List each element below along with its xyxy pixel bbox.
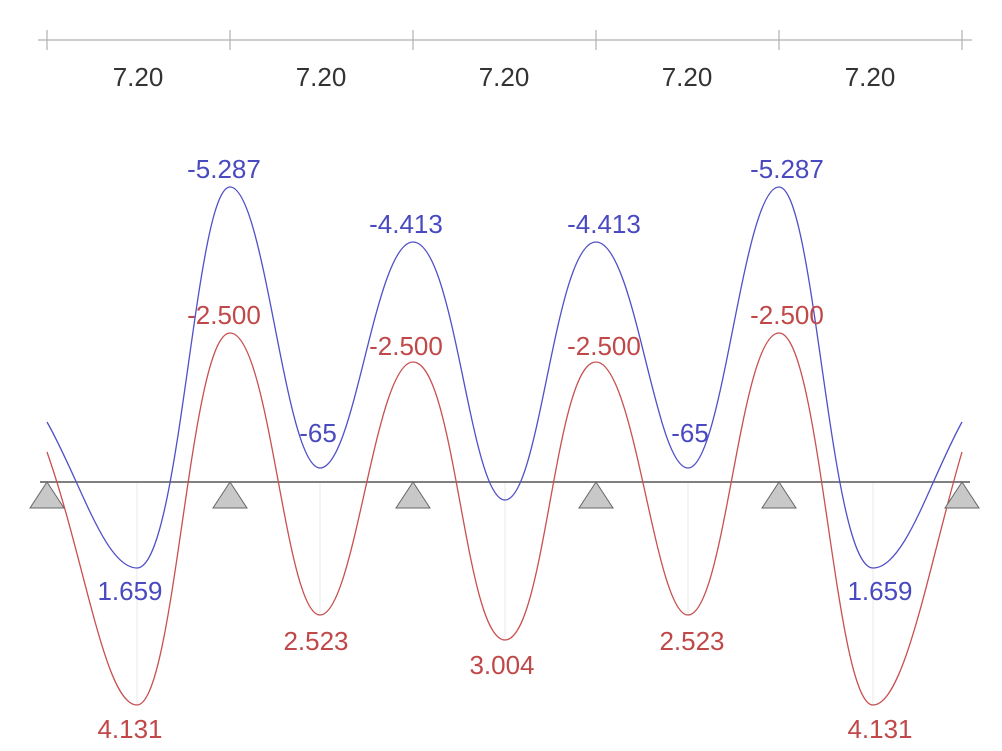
value-label-red: 4.131	[847, 714, 912, 744]
value-label-blue: -4.413	[369, 209, 443, 239]
value-label-red: 2.523	[283, 626, 348, 656]
gridlines	[46, 482, 874, 705]
value-label-red: -2.500	[567, 331, 641, 361]
span-dimension-label: 7.20	[479, 62, 530, 92]
dimension-labels: 7.20 7.20 7.20 7.20 7.20	[113, 62, 896, 92]
value-label-red: 2.523	[659, 626, 724, 656]
supports	[29, 481, 980, 509]
value-label-blue: -4.413	[567, 209, 641, 239]
value-label-blue: -65	[671, 418, 709, 448]
value-label-red: 4.131	[97, 714, 162, 744]
support-triangle	[944, 481, 980, 509]
value-label-blue: 1.659	[97, 576, 162, 606]
value-label-red: -2.500	[187, 300, 261, 330]
span-dimension-label: 7.20	[845, 62, 896, 92]
value-label-red: -2.500	[750, 300, 824, 330]
support-triangle	[395, 481, 431, 509]
span-dimension-label: 7.20	[296, 62, 347, 92]
value-label-blue: -5.287	[750, 154, 824, 184]
support-triangle	[578, 481, 614, 509]
value-label-blue: 1.659	[847, 576, 912, 606]
dimension-line	[38, 30, 972, 50]
envelope-curve-red	[46, 332, 963, 706]
value-label-blue: -5.287	[187, 154, 261, 184]
value-label-red: -2.500	[369, 331, 443, 361]
envelope-curve-blue	[46, 186, 963, 569]
value-label-blue: -65	[299, 418, 337, 448]
red-value-labels: -2.500 -2.500 -2.500 -2.500 2.523 3.004 …	[97, 300, 912, 744]
span-dimension-label: 7.20	[113, 62, 164, 92]
value-label-red: 3.004	[469, 650, 534, 680]
blue-value-labels: -5.287 -4.413 -4.413 -5.287 -65 -65 1.65…	[97, 154, 912, 606]
span-dimension-label: 7.20	[662, 62, 713, 92]
support-triangle	[212, 481, 248, 509]
support-triangle	[761, 481, 797, 509]
support-triangle	[29, 481, 65, 509]
